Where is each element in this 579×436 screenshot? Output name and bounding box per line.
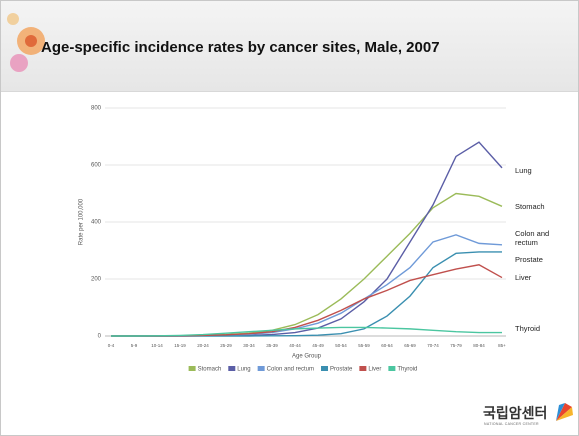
legend-label: Prostate xyxy=(330,367,353,373)
y-tick-label: 600 xyxy=(91,163,102,169)
x-tick-label: 15-19 xyxy=(174,343,186,348)
flower-decoration xyxy=(7,13,45,72)
x-tick-label: 30-34 xyxy=(243,343,255,348)
y-axis-title: Rate per 100,000 xyxy=(79,198,85,245)
annotation: Thyroid xyxy=(515,324,541,333)
y-tick-label: 200 xyxy=(91,277,102,283)
legend-label: Liver xyxy=(368,367,381,373)
legend-swatch xyxy=(388,366,396,371)
x-tick-label: 50-54 xyxy=(335,343,347,348)
legend-label: Stomach xyxy=(198,367,222,373)
x-tick-label: 65-69 xyxy=(404,343,416,348)
y-tick-label: 800 xyxy=(91,106,102,112)
x-tick-label: 10-14 xyxy=(151,343,163,348)
line-series xyxy=(111,192,503,337)
x-tick-label: 25-29 xyxy=(220,343,232,348)
logo-subtitle: NATIONAL CANCER CENTER xyxy=(484,422,539,426)
line-series xyxy=(111,234,503,337)
x-tick-label: 5-9 xyxy=(131,343,138,348)
header xyxy=(1,1,578,92)
line-series xyxy=(111,326,502,337)
annotation: Liver xyxy=(515,273,532,282)
x-tick-label: 20-24 xyxy=(197,343,209,348)
annotation: Colon and rectum xyxy=(515,229,550,247)
x-tick-label: 75-79 xyxy=(450,343,462,348)
legend-swatch xyxy=(188,366,196,371)
y-tick-label: 400 xyxy=(91,220,102,226)
x-tick-label: 0-4 xyxy=(108,343,115,348)
x-tick-label: 80-84 xyxy=(473,343,485,348)
legend-swatch xyxy=(257,366,265,371)
annotation: Stomach xyxy=(515,202,545,211)
annotation: Lung xyxy=(515,166,532,175)
x-axis-title: Age Group xyxy=(292,354,322,360)
annotation: Prostate xyxy=(515,255,543,264)
x-tick-label: 35-39 xyxy=(266,343,278,348)
legend-label: Thyroid xyxy=(397,367,417,373)
legend-label: Colon and rectum xyxy=(267,367,314,373)
chart-title: Age-specific incidence rates by cancer s… xyxy=(41,39,440,56)
legend-swatch xyxy=(321,366,329,371)
y-tick-label: 0 xyxy=(98,334,102,340)
x-tick-label: 40-44 xyxy=(289,343,301,348)
legend-swatch xyxy=(228,366,236,371)
x-tick-label: 55-59 xyxy=(358,343,370,348)
x-tick-label: 70-74 xyxy=(427,343,439,348)
logo-text: 국립암센터 xyxy=(483,405,548,421)
legend-swatch xyxy=(359,366,367,371)
chart: 0 200 400 600 800 0-4 5-9 10-14 15-19 20-24 25-29 3… xyxy=(79,106,507,373)
legend: Stomach Lung Colon and rectum Prostate Liver… xyxy=(188,366,417,373)
x-tick-label: 45-49 xyxy=(312,343,324,348)
x-tick-label: 85+ xyxy=(498,343,506,348)
legend-label: Lung xyxy=(237,367,250,373)
x-tick-label: 60-64 xyxy=(381,343,393,348)
logo-icon xyxy=(556,403,573,421)
